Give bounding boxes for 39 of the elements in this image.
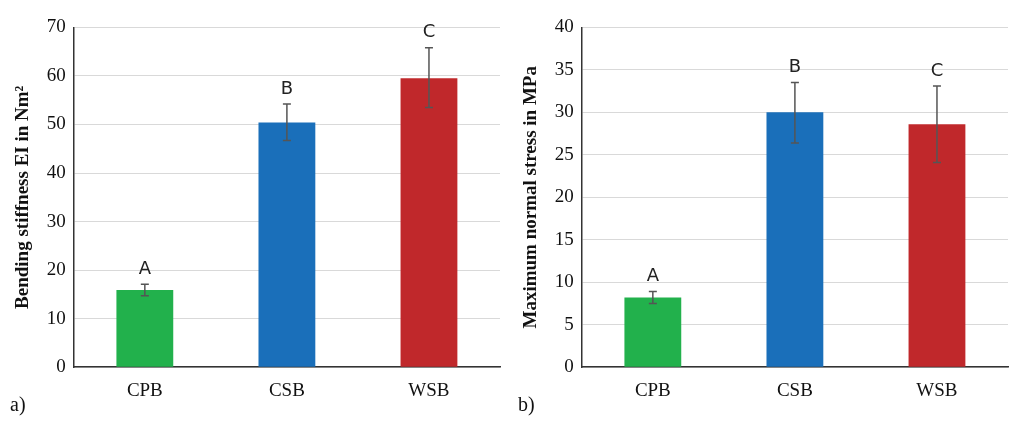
y-tick-label: 10 [554,270,574,292]
y-tick-label: 35 [554,57,574,79]
text: a) [10,393,26,417]
y-tick-label: 40 [46,161,66,183]
x-tick-label: CSB [776,378,813,400]
bar [908,124,966,367]
y-tick-label: 70 [46,15,66,37]
y-tick-label: 50 [46,112,66,134]
y-tick-label: 0 [564,355,574,377]
y-axis-title: Bending stiffness EI in Nm² [11,85,33,309]
y-tick-label: 20 [46,258,66,280]
annotation: C [422,20,436,42]
annotation: C [930,58,944,80]
y-tick-label: 40 [554,15,574,37]
x-tick-label: CSB [268,378,305,400]
y-tick-label: 0 [56,355,66,377]
text: b) [518,393,535,417]
annotation: B [788,55,802,77]
y-axis-title: Maximum normal stress in MPa [519,65,541,329]
bar [116,290,174,367]
y-tick-label: 25 [554,142,574,164]
y-tick-label: 30 [554,100,574,122]
y-tick-label: 10 [46,306,66,328]
bar [400,78,458,367]
x-tick-label: CPB [126,378,163,400]
y-tick-label: 20 [554,185,574,207]
y-tick-label: 15 [554,227,574,249]
y-tick-label: 5 [564,312,574,334]
bar [624,297,682,367]
annotation: A [646,264,660,286]
bar [258,122,316,367]
annotation: B [280,76,294,98]
y-tick-label: 30 [46,209,66,231]
bar [766,112,824,367]
annotation: A [138,256,152,278]
y-tick-label: 60 [46,63,66,85]
x-tick-label: CPB [634,378,671,400]
x-tick-label: WSB [916,378,958,400]
x-tick-label: WSB [408,378,450,400]
